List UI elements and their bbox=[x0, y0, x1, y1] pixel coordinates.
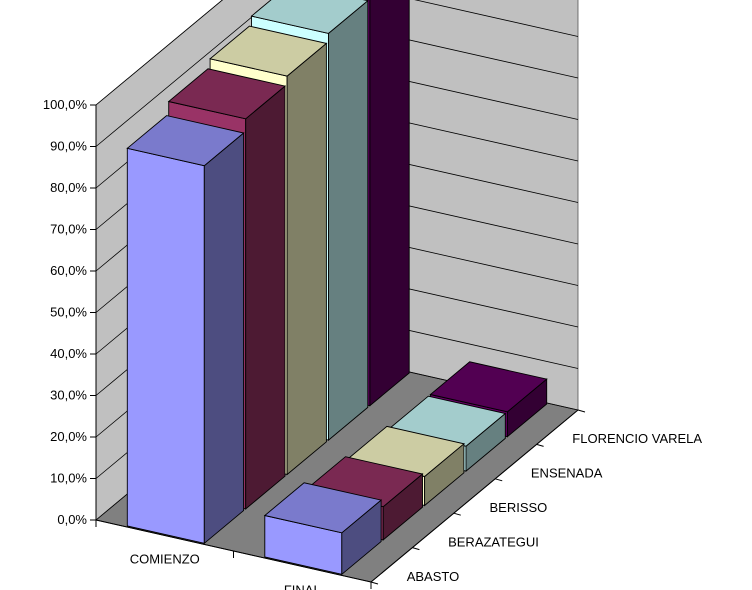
y-tick-label: 70,0% bbox=[50, 222, 87, 237]
bar-side bbox=[369, 0, 410, 407]
y-tick-label: 30,0% bbox=[50, 388, 87, 403]
y-tick-label: 0,0% bbox=[57, 512, 87, 527]
bar-front bbox=[126, 147, 205, 544]
bar-side bbox=[203, 132, 245, 545]
bar-side bbox=[328, 0, 369, 442]
series-label: BERAZATEGUI bbox=[448, 534, 539, 549]
bar-top bbox=[429, 361, 548, 413]
y-tick-label: 40,0% bbox=[50, 346, 87, 361]
series-label: FLORENCIO VARELA bbox=[572, 431, 702, 446]
bars bbox=[126, 0, 548, 576]
z-axis-line bbox=[370, 409, 579, 583]
z-tick bbox=[412, 547, 420, 551]
series-label: ENSENADA bbox=[531, 466, 603, 481]
y-tick-label: 90,0% bbox=[50, 139, 87, 154]
y-tick-label: 100,0% bbox=[43, 97, 88, 112]
y-tick-label: 60,0% bbox=[50, 263, 87, 278]
bar-side bbox=[245, 85, 286, 510]
gridline bbox=[95, 0, 223, 106]
z-tick bbox=[453, 512, 461, 516]
bar bbox=[263, 482, 383, 576]
bar-top bbox=[167, 68, 286, 120]
series-label: BERISSO bbox=[490, 500, 548, 515]
bar-top bbox=[250, 0, 369, 34]
bar-top bbox=[209, 25, 328, 77]
labels: 0,0% 10,0% 20,0% 30,0% 40,0% 50,0% 60,0% 70,0% 8… bbox=[43, 97, 703, 590]
z-tick bbox=[536, 443, 544, 447]
bar-top bbox=[126, 115, 245, 167]
y-tick-label: 80,0% bbox=[50, 180, 87, 195]
z-tick bbox=[495, 478, 503, 482]
z-tick bbox=[370, 581, 379, 585]
bar-top bbox=[263, 482, 383, 534]
series-label: ABASTO bbox=[407, 569, 460, 584]
z-tick bbox=[577, 409, 586, 413]
x-tick-label: COMIENZO bbox=[130, 552, 200, 567]
y-tick-label: 20,0% bbox=[50, 429, 87, 444]
gridline bbox=[95, 0, 579, 147]
x-tick-label: FINAL bbox=[284, 583, 321, 590]
y-tick-label: 10,0% bbox=[50, 471, 87, 486]
bar bbox=[126, 115, 245, 545]
y-tick-label: 50,0% bbox=[50, 305, 87, 320]
bar-side bbox=[286, 42, 327, 476]
